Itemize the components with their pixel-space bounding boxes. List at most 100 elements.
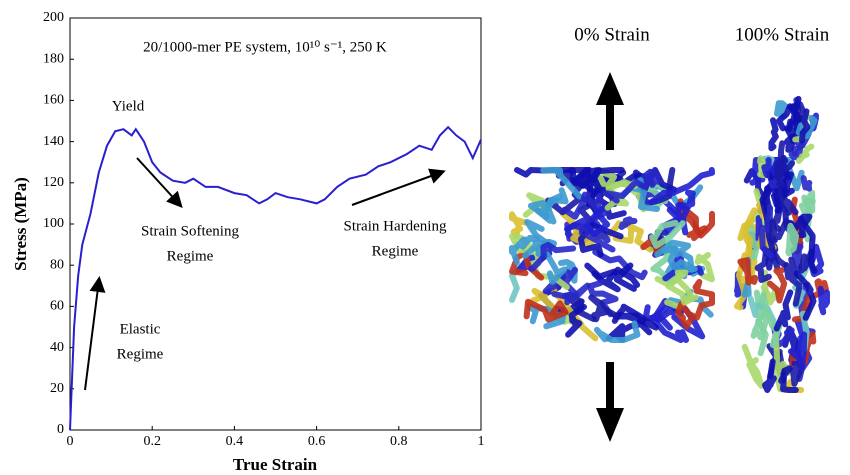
polymer-chain	[795, 143, 815, 164]
polymer-chain	[572, 167, 603, 184]
polymer-chain	[750, 289, 770, 341]
y-tick-label: 0	[57, 422, 64, 437]
polymer-chain	[782, 325, 806, 366]
polymer-chain	[773, 289, 794, 332]
polymer-chain	[594, 320, 641, 343]
polymer-chain	[757, 155, 768, 179]
polymer-chain	[675, 300, 697, 330]
y-tick-label: 160	[43, 93, 64, 108]
polymer-chain	[604, 169, 656, 204]
polymer-chain	[769, 218, 790, 244]
y-tick-label: 80	[50, 257, 64, 272]
image-label: 100% Strain	[735, 24, 830, 45]
annotation: Regime	[372, 243, 419, 259]
polymer-chain	[762, 358, 777, 393]
y-tick-label: 140	[43, 134, 64, 149]
x-tick-label: 0.4	[226, 434, 244, 449]
polymer-chain	[798, 189, 816, 216]
polymer-chain	[749, 157, 767, 186]
polymer-chain	[800, 175, 813, 192]
polymer-chain	[527, 193, 563, 220]
polymer-chain	[509, 234, 540, 266]
annotation: Elastic	[120, 321, 161, 337]
strain-arrow-up	[596, 72, 624, 150]
polymer-chain	[817, 285, 830, 316]
polymer-chain	[665, 269, 699, 306]
polymer-chain	[648, 167, 715, 206]
annotation: Regime	[117, 346, 164, 362]
polymer-chain	[759, 183, 776, 271]
polymer-chain	[592, 249, 648, 281]
annotation: Strain Softening	[141, 223, 239, 239]
polymer-chain	[618, 216, 638, 230]
polymer-chain	[793, 270, 817, 321]
x-tick-label: 1	[478, 434, 485, 449]
y-tick-label: 180	[43, 51, 64, 66]
polymer-chain	[649, 219, 686, 249]
polymer-chain	[787, 331, 808, 371]
x-axis-label: True Strain	[233, 455, 318, 474]
molecule-images	[509, 95, 830, 393]
polymer-chain	[564, 202, 611, 238]
polymer-chain	[778, 365, 799, 393]
polymer-chain	[797, 248, 815, 274]
polymer-chain	[768, 117, 779, 152]
polymer-chain	[561, 191, 603, 220]
y-tick-label: 100	[43, 216, 64, 231]
x-tick-label: 0	[67, 434, 74, 449]
polymer-chain	[677, 189, 696, 210]
polymer-chain	[692, 278, 715, 321]
polymer-chain	[737, 257, 759, 286]
annotation-arrow	[351, 168, 446, 206]
x-tick-label: 0.2	[143, 434, 161, 449]
y-tick-label: 120	[43, 175, 64, 190]
annotation-arrow	[136, 157, 183, 208]
y-tick-label: 200	[43, 10, 64, 25]
x-tick-label: 0.6	[308, 434, 326, 449]
polymer-chain	[523, 298, 569, 323]
polymer-chain	[734, 252, 749, 311]
annotation-arrow	[84, 276, 106, 391]
image-label: 0% Strain	[574, 24, 650, 45]
y-tick-label: 60	[50, 299, 64, 314]
polymer-chain	[799, 108, 811, 144]
y-tick-label: 20	[50, 381, 64, 396]
polymer-chain	[584, 262, 637, 292]
x-tick-label: 0.8	[390, 434, 408, 449]
polymer-chain	[786, 213, 813, 239]
polymer-chain	[798, 215, 818, 274]
polymer-chain	[528, 241, 577, 272]
polymer-chain	[588, 294, 618, 323]
annotation: Yield	[112, 98, 145, 114]
polymer-chain	[758, 205, 774, 259]
polymer-chain	[612, 312, 647, 325]
polymer-chain	[776, 102, 801, 132]
polymer-chain	[654, 239, 695, 273]
polymer-chain	[777, 140, 796, 173]
strain-arrow-down	[596, 362, 624, 442]
polymer-chain	[509, 211, 529, 239]
annotation: Strain Hardening	[344, 218, 447, 234]
polymer-chain	[522, 239, 557, 259]
polymer-chain	[540, 167, 583, 200]
polymer-chain	[577, 221, 624, 258]
polymer-chain	[620, 177, 660, 212]
polymer-chain	[539, 249, 568, 285]
polymer-chain	[565, 303, 587, 338]
polymer-chain	[795, 115, 818, 140]
polymer-chain	[767, 267, 788, 304]
chart-title: 20/1000-mer PE system, 10¹⁰ s⁻¹, 250 K	[143, 39, 387, 55]
polymer-chain	[761, 157, 772, 178]
polymer-chain	[741, 343, 765, 389]
data-line	[69, 125, 482, 431]
polymer-chain	[551, 282, 591, 306]
y-tick-label: 40	[50, 340, 64, 355]
annotation: Regime	[167, 248, 214, 264]
polymer-chain	[784, 133, 796, 153]
y-axis-label: Stress (MPa)	[11, 177, 30, 271]
polymer-chain	[785, 222, 800, 257]
polymer-chain	[694, 252, 715, 283]
polymer-chain	[737, 218, 755, 257]
